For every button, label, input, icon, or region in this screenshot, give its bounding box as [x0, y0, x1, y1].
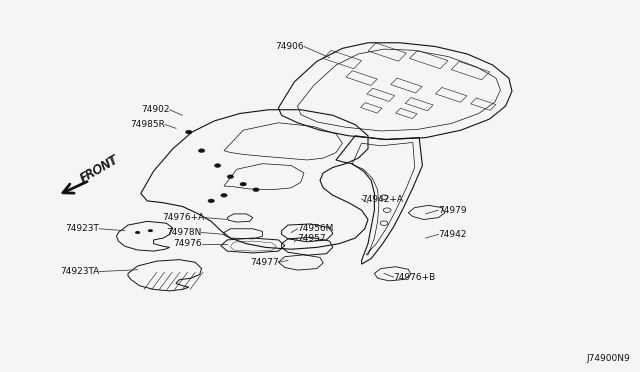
- Circle shape: [135, 231, 140, 234]
- Text: 74957: 74957: [298, 234, 326, 243]
- Bar: [396, 108, 417, 119]
- Bar: [360, 103, 382, 113]
- Bar: [391, 78, 422, 93]
- Bar: [323, 50, 362, 69]
- Circle shape: [208, 199, 214, 203]
- Text: 74923TA: 74923TA: [60, 267, 99, 276]
- Text: 74976: 74976: [173, 239, 202, 248]
- Bar: [470, 98, 496, 110]
- Circle shape: [240, 182, 246, 186]
- Bar: [410, 50, 448, 69]
- Text: 74977: 74977: [250, 258, 278, 267]
- Text: 74976+B: 74976+B: [394, 273, 436, 282]
- Bar: [367, 88, 395, 102]
- Text: 74923T: 74923T: [65, 224, 99, 233]
- Bar: [451, 61, 490, 80]
- Bar: [368, 43, 406, 61]
- Text: 74902: 74902: [141, 105, 170, 114]
- Text: 74978N: 74978N: [166, 228, 202, 237]
- Text: 74956M: 74956M: [298, 224, 334, 233]
- Text: FRONT: FRONT: [77, 153, 121, 186]
- Text: 74979: 74979: [438, 206, 467, 215]
- Text: 74906: 74906: [275, 42, 304, 51]
- Text: J74900N9: J74900N9: [587, 354, 630, 363]
- Circle shape: [214, 164, 221, 167]
- Text: 74942: 74942: [438, 230, 467, 239]
- Circle shape: [221, 193, 227, 197]
- Text: 74976+A: 74976+A: [163, 213, 205, 222]
- Circle shape: [253, 188, 259, 192]
- Text: 74985R: 74985R: [131, 120, 165, 129]
- Circle shape: [227, 175, 234, 179]
- Circle shape: [148, 229, 153, 232]
- Text: 74942+A: 74942+A: [362, 195, 404, 203]
- Circle shape: [198, 149, 205, 153]
- Circle shape: [186, 130, 192, 134]
- Bar: [346, 71, 377, 86]
- Bar: [436, 87, 467, 102]
- Text: FRONT: FRONT: [79, 154, 120, 185]
- Bar: [405, 97, 433, 111]
